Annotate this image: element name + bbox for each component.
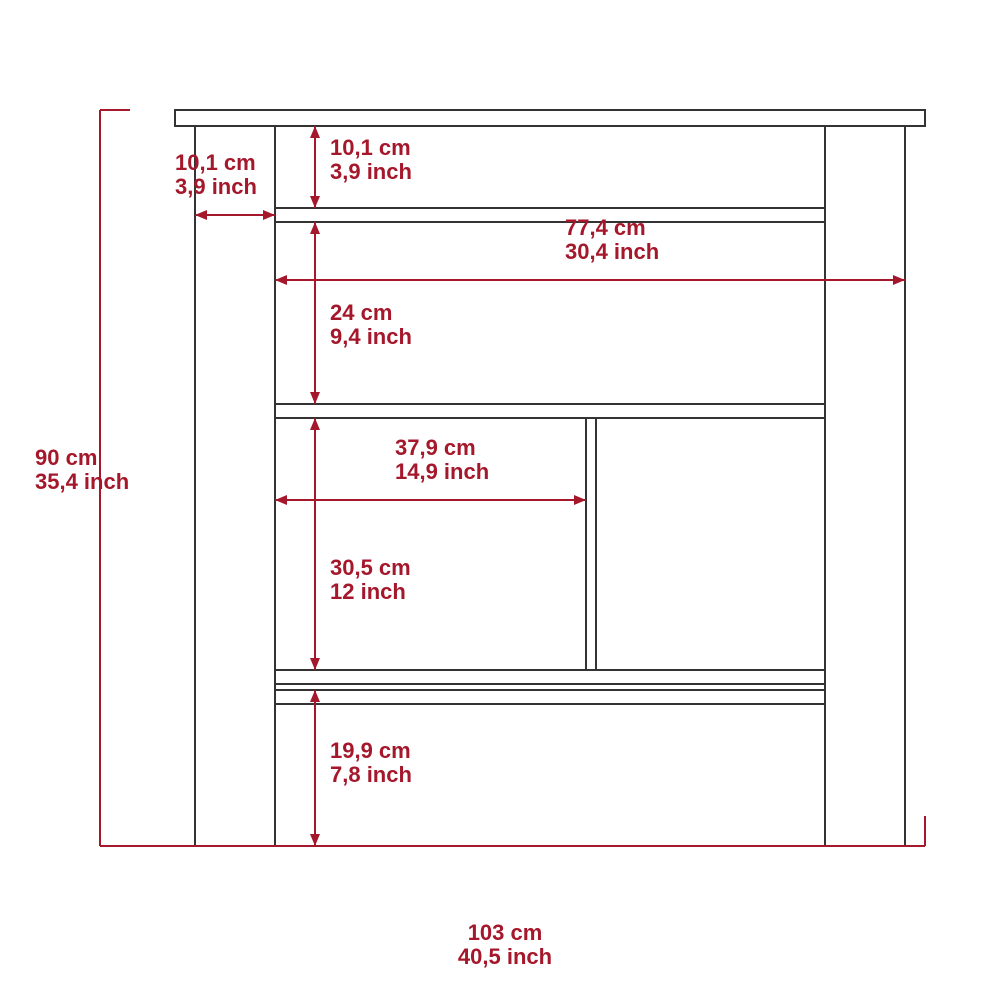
- dim-inner-span-label: 77,4 cm30,4 inch: [565, 215, 659, 264]
- top-slab: [175, 110, 925, 126]
- dim-shelf-b-label: 30,5 cm12 inch: [330, 555, 411, 604]
- dimension-diagram: 90 cm35,4 inch 103 cm40,5 inch 10,1 cm3,9 …: [0, 0, 1000, 1000]
- dim-shelf-a-label: 24 cm9,4 inch: [330, 300, 412, 349]
- overall-width-label: 103 cm40,5 inch: [458, 920, 552, 969]
- dim-post-width-label: 10,1 cm3,9 inch: [175, 150, 257, 199]
- shelf-1: [275, 208, 825, 222]
- right-post: [825, 126, 905, 846]
- shelf-4: [275, 690, 825, 704]
- dim-half-span-label: 37,9 cm14,9 inch: [395, 435, 489, 484]
- shelf-2: [275, 404, 825, 418]
- dim-bottom-gap-label: 19,9 cm7,8 inch: [330, 738, 412, 787]
- left-post: [195, 126, 275, 846]
- dim-top-gap-label: 10,1 cm3,9 inch: [330, 135, 412, 184]
- mid-divider: [586, 418, 596, 670]
- shelf-3: [275, 670, 825, 684]
- overall-height-label: 90 cm35,4 inch: [35, 445, 129, 494]
